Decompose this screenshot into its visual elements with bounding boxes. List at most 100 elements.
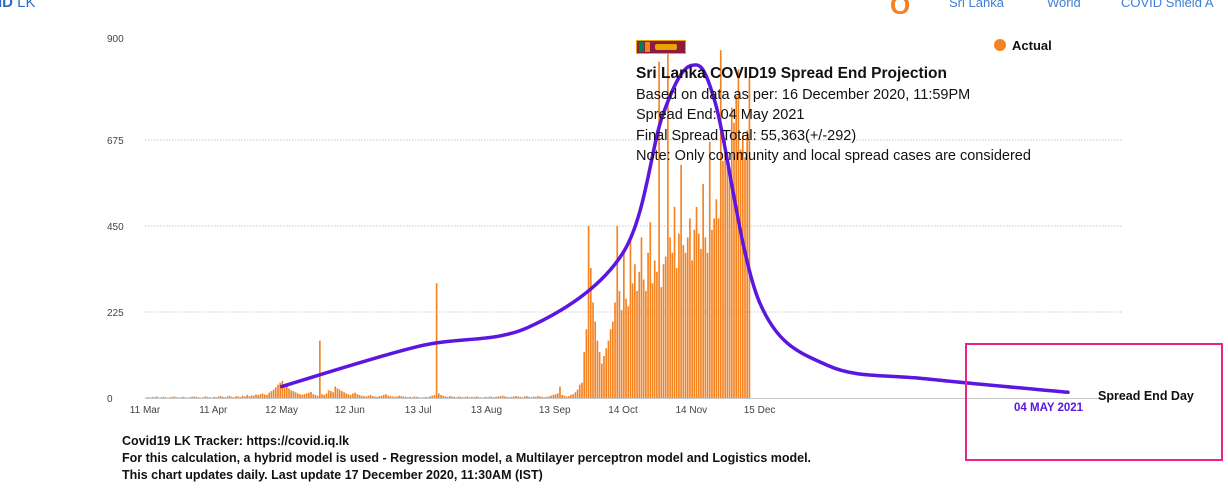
bar bbox=[631, 283, 634, 398]
bar bbox=[365, 396, 367, 398]
iq-logo-icon[interactable]: Q bbox=[890, 0, 910, 14]
bar bbox=[431, 395, 434, 398]
bar bbox=[184, 397, 187, 398]
bar bbox=[261, 393, 264, 398]
bar bbox=[572, 394, 575, 398]
bar bbox=[517, 396, 519, 398]
bar bbox=[673, 206, 676, 398]
bar bbox=[534, 396, 537, 398]
bar bbox=[719, 50, 722, 399]
brand-bold-text: ID bbox=[0, 0, 13, 11]
bar bbox=[609, 329, 612, 398]
bar bbox=[545, 396, 548, 398]
bar bbox=[435, 283, 438, 398]
bar bbox=[213, 396, 215, 398]
info-final-total: Final Spread Total: 55,363(+/-292) bbox=[636, 127, 857, 144]
bar bbox=[706, 252, 709, 398]
bar bbox=[457, 396, 460, 398]
x-axis-ticks: 11 Mar 11 Apr 12 May 12 Jun 13 Jul 13 Aug 13 S… bbox=[130, 405, 776, 416]
bar bbox=[404, 396, 407, 398]
bar bbox=[515, 396, 517, 398]
nav-link-sri-lanka[interactable]: Sri Lanka bbox=[949, 0, 1004, 10]
bar bbox=[614, 302, 616, 398]
bar bbox=[605, 348, 608, 398]
sri-lanka-flag-icon bbox=[636, 40, 686, 54]
bar bbox=[519, 396, 522, 398]
info-note: Note: Only community and local spread ca… bbox=[636, 148, 1031, 164]
bar bbox=[195, 396, 198, 398]
x-tick-label: 14 Nov bbox=[675, 405, 707, 416]
bar bbox=[708, 141, 711, 398]
bar bbox=[255, 394, 257, 398]
bar bbox=[160, 397, 163, 398]
bar bbox=[697, 233, 700, 398]
bar bbox=[162, 396, 165, 398]
bar bbox=[660, 287, 663, 398]
bar bbox=[250, 395, 253, 398]
bar bbox=[341, 391, 343, 398]
bar bbox=[490, 396, 493, 398]
bar bbox=[228, 395, 231, 398]
bar bbox=[411, 397, 414, 398]
x-tick-label: 13 Aug bbox=[471, 405, 502, 416]
bar bbox=[334, 386, 337, 398]
y-tick-label: 675 bbox=[107, 136, 124, 147]
bar bbox=[616, 226, 619, 398]
bar bbox=[299, 394, 301, 398]
bar bbox=[510, 396, 513, 398]
bar bbox=[695, 206, 698, 398]
bar bbox=[493, 397, 495, 398]
bar bbox=[290, 390, 293, 398]
bar bbox=[305, 393, 308, 398]
bar bbox=[744, 157, 746, 398]
bar bbox=[675, 268, 678, 398]
bar bbox=[272, 389, 275, 398]
bar bbox=[189, 397, 191, 398]
bar bbox=[296, 393, 299, 398]
site-brand[interactable]: ID LK bbox=[0, 0, 36, 11]
bar bbox=[607, 340, 610, 398]
bar bbox=[303, 394, 306, 398]
bar bbox=[356, 394, 359, 398]
bar bbox=[173, 396, 176, 398]
bar bbox=[523, 396, 526, 398]
info-spread-end: Spread End: 04 May 2021 bbox=[636, 107, 805, 123]
chart-title: Sri Lanka COVID19 Spread End Projection bbox=[636, 65, 947, 82]
nav-link-world[interactable]: World bbox=[1047, 0, 1081, 10]
actual-legend-dot-icon bbox=[994, 39, 1006, 51]
bar bbox=[382, 394, 385, 398]
bar bbox=[532, 396, 535, 398]
bar bbox=[437, 393, 440, 398]
bar bbox=[726, 153, 729, 398]
bar bbox=[526, 396, 528, 398]
bar bbox=[499, 396, 502, 398]
nav-link-covid-shield[interactable]: COVID Shield A bbox=[1121, 0, 1214, 10]
bar bbox=[283, 385, 286, 398]
bar bbox=[550, 395, 552, 398]
bar bbox=[433, 394, 436, 398]
bar bbox=[387, 395, 389, 398]
bar bbox=[662, 264, 665, 398]
bar bbox=[724, 138, 727, 398]
bar bbox=[308, 392, 310, 398]
bar bbox=[396, 396, 398, 398]
bar bbox=[424, 396, 427, 398]
bar bbox=[409, 396, 411, 398]
bar bbox=[735, 96, 738, 398]
bar bbox=[175, 397, 178, 398]
x-tick-label: 13 Sep bbox=[539, 405, 571, 416]
bar bbox=[418, 397, 420, 398]
footer-tracker-url: Covid19 LK Tracker: https://covid.iq.lk bbox=[122, 434, 350, 448]
bar bbox=[722, 161, 724, 398]
bar bbox=[728, 176, 731, 398]
bar bbox=[497, 396, 500, 398]
bar bbox=[585, 329, 588, 398]
bar bbox=[504, 396, 506, 398]
legend-actual-label: Actual bbox=[1012, 38, 1052, 53]
bar bbox=[691, 260, 693, 398]
bar bbox=[204, 396, 207, 398]
bar bbox=[548, 396, 550, 398]
bar bbox=[288, 388, 290, 398]
bar bbox=[277, 384, 279, 398]
